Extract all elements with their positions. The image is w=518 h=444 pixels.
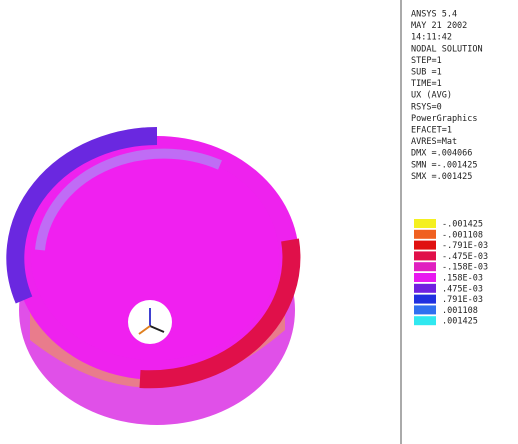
info-line: ANSYS 5.4 — [411, 10, 457, 20]
legend-label: .475E-03 — [442, 284, 483, 294]
legend-swatch — [414, 283, 436, 293]
inner-shade — [35, 148, 222, 251]
triad-x — [149, 325, 165, 333]
info-line: EFACET=1 — [411, 126, 452, 136]
legend-swatch — [414, 229, 436, 239]
inner-top — [31, 152, 279, 360]
info-line: STEP=1 — [411, 56, 442, 66]
ring-purple — [6, 127, 158, 304]
info-line: RSYS=0 — [411, 102, 442, 112]
legend-label: .001108 — [442, 306, 478, 316]
info-line: DMX =.004066 — [411, 149, 472, 159]
info-line: MAY 21 2002 — [411, 21, 467, 31]
legend: -.001425-.001108-.791E-03-.475E-03-.158E… — [414, 219, 488, 327]
legend-swatch — [414, 240, 436, 250]
info-line: 14:11:42 — [411, 33, 452, 43]
legend-label: -.475E-03 — [442, 252, 488, 262]
model-view — [6, 127, 301, 425]
info-line: PowerGraphics — [411, 114, 478, 124]
legend-label: .001425 — [442, 317, 478, 327]
info-line: SUB =1 — [411, 68, 442, 78]
legend-swatch — [414, 251, 436, 261]
legend-label: -.158E-03 — [442, 263, 488, 273]
info-line: TIME=1 — [411, 79, 442, 89]
legend-swatch — [414, 219, 436, 228]
legend-swatch — [414, 316, 436, 326]
info-line: NODAL SOLUTION — [411, 44, 483, 54]
legend-swatch — [414, 294, 436, 304]
info-line: UX (AVG) — [411, 91, 452, 101]
legend-swatch — [414, 262, 436, 272]
legend-label: -.001108 — [442, 230, 483, 240]
legend-swatch — [414, 273, 436, 282]
info-line: SMX =.001425 — [411, 172, 472, 182]
ring-red — [139, 238, 301, 389]
legend-label: -.001425 — [442, 220, 483, 230]
info-line: AVRES=Mat — [411, 137, 457, 147]
legend-label: .791E-03 — [442, 295, 483, 305]
triad-z — [138, 325, 151, 335]
legend-label: .158E-03 — [442, 274, 483, 284]
info-line: SMN =-.001425 — [411, 160, 478, 170]
legend-label: -.791E-03 — [442, 241, 488, 251]
legend-swatch — [414, 305, 436, 315]
